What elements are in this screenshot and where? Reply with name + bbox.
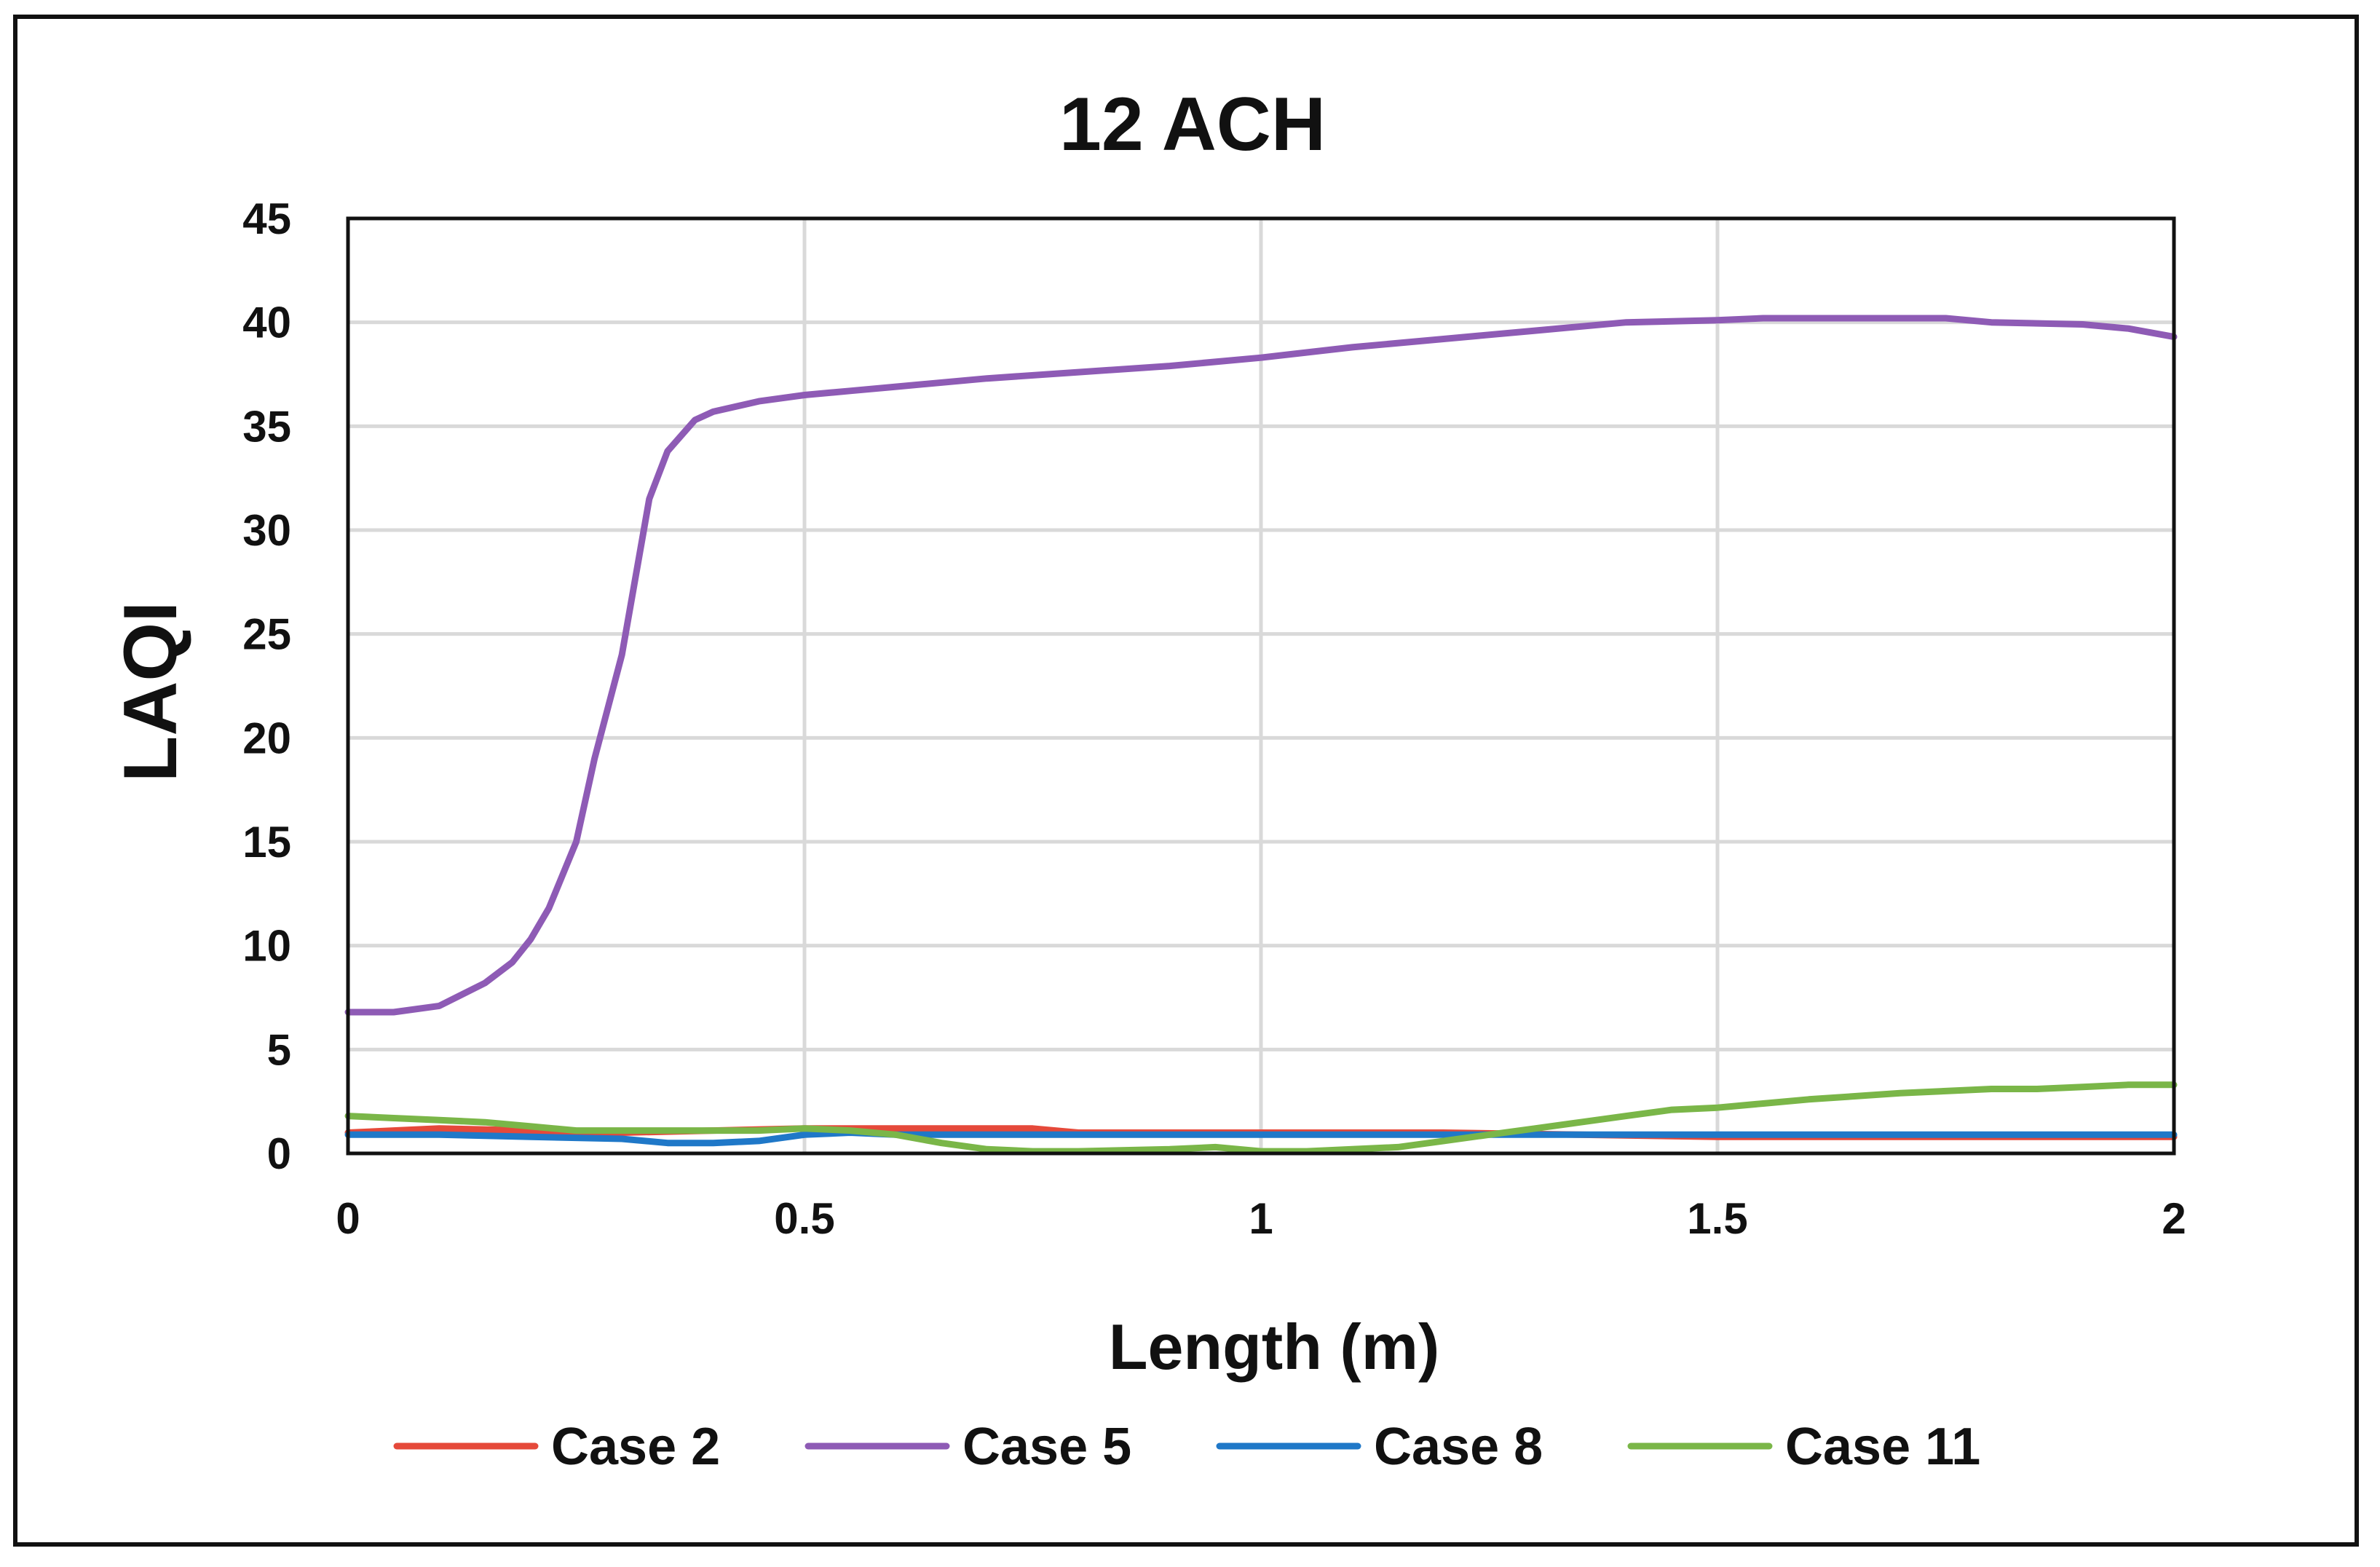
series-lines xyxy=(344,315,2178,1155)
legend-label: Case 11 xyxy=(1785,1418,1980,1476)
legend-label: Case 5 xyxy=(962,1418,1131,1476)
series-line-case-11 xyxy=(344,1081,2178,1155)
y-tick-label: 20 xyxy=(242,714,291,762)
x-tick-label: 0.5 xyxy=(774,1194,834,1243)
x-tick-label: 2 xyxy=(2162,1194,2186,1243)
y-tick-label: 45 xyxy=(242,194,291,243)
y-tick-label: 5 xyxy=(267,1025,291,1074)
x-axis-title: Length (m) xyxy=(1109,1311,1440,1383)
series-line-case-8 xyxy=(344,1129,2178,1147)
y-tick-label: 30 xyxy=(242,506,291,555)
legend-label: Case 2 xyxy=(551,1418,720,1476)
plot-area-border xyxy=(346,216,2176,1156)
x-tick-label: 1.5 xyxy=(1687,1194,1747,1243)
y-tick-label: 15 xyxy=(242,818,291,867)
legend-label: Case 8 xyxy=(1374,1418,1543,1476)
chart-frame xyxy=(13,15,2359,1547)
y-tick-label: 35 xyxy=(242,402,291,451)
y-tick-label: 10 xyxy=(242,922,291,971)
x-tick-label: 0 xyxy=(336,1194,360,1243)
grid xyxy=(348,218,2174,1153)
y-tick-label: 25 xyxy=(242,610,291,659)
y-tick-label: 40 xyxy=(242,299,291,347)
legend: Case 2 Case 5 Case 8 Case 11 xyxy=(393,1418,1980,1476)
y-axis-title: LAQI xyxy=(108,601,193,782)
x-tick-label: 1 xyxy=(1249,1194,1273,1243)
tick-labels: 0 5 10 15 20 25 30 35 40 45 0 0.5 1 1.5 2 xyxy=(242,194,2186,1243)
chart-title: 12 ACH xyxy=(1059,82,1326,167)
series-line-case-5 xyxy=(344,315,2178,1016)
y-tick-label: 0 xyxy=(267,1129,291,1178)
